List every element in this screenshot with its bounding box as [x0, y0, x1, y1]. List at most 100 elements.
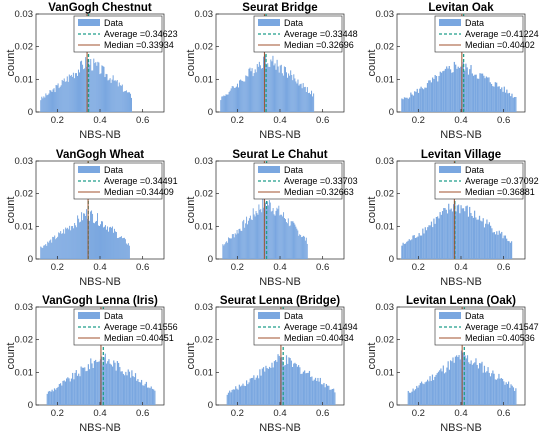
histogram-bar: [237, 389, 239, 405]
histogram-bar: [56, 238, 58, 259]
histogram-bar: [112, 75, 114, 112]
histogram-bar: [503, 86, 505, 112]
legend-swatch-data: [258, 312, 280, 319]
histogram-bar: [70, 74, 72, 112]
histogram-bar: [412, 388, 414, 405]
x-tick-label: 0.4: [273, 115, 286, 126]
histogram-bar: [475, 358, 477, 405]
histogram-bar: [420, 381, 423, 405]
histogram-bar: [255, 72, 257, 112]
histogram-bar: [448, 369, 450, 405]
histogram-bar: [407, 240, 409, 259]
histogram-bar: [108, 79, 110, 112]
histogram-bar: [119, 367, 121, 405]
y-axis-label: count: [366, 343, 378, 370]
histogram-bar: [492, 86, 494, 112]
legend-swatch-data: [258, 19, 280, 26]
histogram-bar: [506, 238, 508, 259]
histogram-bar: [416, 237, 418, 259]
histogram-bar: [497, 378, 499, 405]
histogram-bar: [271, 210, 273, 259]
histogram-bar: [232, 389, 234, 405]
histogram-bar: [419, 235, 421, 259]
y-tick-label: 0.01: [376, 367, 395, 378]
histogram-bar: [449, 209, 451, 259]
histogram-bar: [63, 78, 65, 112]
legend-swatch-data: [439, 312, 461, 319]
histogram-bar: [248, 382, 250, 405]
histogram-bar: [139, 382, 141, 405]
histogram-bar: [301, 373, 303, 405]
histogram-bar: [57, 236, 59, 259]
histogram-bar: [248, 218, 250, 259]
histogram-bar: [489, 376, 492, 405]
histogram-bar: [227, 242, 229, 259]
histogram-bar: [466, 205, 468, 259]
histogram-bar: [474, 362, 476, 405]
y-tick-label: 0: [208, 400, 213, 411]
histogram-bar: [73, 228, 75, 259]
histogram-bar: [125, 371, 127, 405]
histogram-bar: [50, 239, 52, 259]
histogram-bar: [266, 201, 268, 259]
y-tick-label: 0: [389, 107, 394, 118]
histogram-bar: [497, 234, 499, 259]
histogram-bar: [44, 245, 46, 259]
histogram-bar: [276, 361, 278, 405]
histogram-bar: [296, 83, 298, 112]
histogram-bar: [427, 227, 429, 259]
histogram-bar: [417, 236, 419, 259]
histogram-bar: [87, 218, 89, 259]
x-axis-label: NBS-NB: [79, 276, 121, 288]
histogram-bar: [111, 226, 113, 259]
histogram-bar: [84, 367, 86, 405]
histogram-bar: [498, 86, 500, 112]
histogram-bar: [466, 355, 469, 405]
histogram-bar: [270, 211, 272, 259]
histogram-bar: [291, 366, 294, 405]
y-tick-label: 0: [389, 254, 394, 265]
histogram-bar: [258, 204, 260, 259]
histogram-bar: [267, 205, 269, 259]
histogram-bar: [438, 75, 440, 112]
histogram-bar: [106, 226, 108, 259]
histogram-bar: [453, 204, 455, 259]
histogram-bar: [313, 379, 315, 405]
histogram-bar: [227, 94, 229, 112]
histogram-bar: [273, 214, 275, 259]
histogram-bar: [289, 225, 291, 259]
histogram-bars: [220, 52, 315, 112]
histogram-bar: [115, 232, 117, 259]
histogram-bar: [52, 89, 54, 112]
y-tick-label: 0.02: [376, 42, 395, 53]
histogram-bar: [480, 73, 482, 112]
histogram-bar: [143, 385, 145, 405]
histogram-bar: [487, 77, 489, 112]
histogram-bar: [414, 389, 417, 405]
histogram-bar: [424, 382, 426, 405]
histogram-bar: [225, 242, 227, 259]
histogram-bars: [401, 61, 517, 112]
legend-label-median: Median =0.34409: [104, 187, 174, 197]
legend-swatch-data: [439, 19, 461, 26]
legend-label-average: Average =0.41224: [465, 29, 539, 39]
histogram-bar: [415, 91, 417, 112]
histogram-bar: [438, 218, 440, 259]
y-tick-label: 0: [389, 400, 394, 411]
histogram-bar: [505, 382, 507, 405]
histogram-bar: [492, 232, 494, 259]
y-tick-label: 0.01: [15, 74, 34, 85]
histogram-bar: [82, 64, 84, 112]
histogram-bar: [412, 95, 415, 112]
subplot-title: VanGogh Lenna (Iris): [42, 295, 158, 307]
histogram-bar: [470, 212, 472, 259]
histogram-bar: [96, 220, 98, 259]
histogram-bar: [85, 215, 87, 259]
histogram-bar: [264, 371, 266, 405]
histogram-bar: [253, 214, 255, 259]
histogram-bar: [83, 213, 85, 259]
histogram-bar: [94, 223, 96, 259]
histogram-bar: [95, 62, 97, 112]
histogram-bar: [51, 242, 53, 259]
histogram-bar: [40, 100, 42, 112]
